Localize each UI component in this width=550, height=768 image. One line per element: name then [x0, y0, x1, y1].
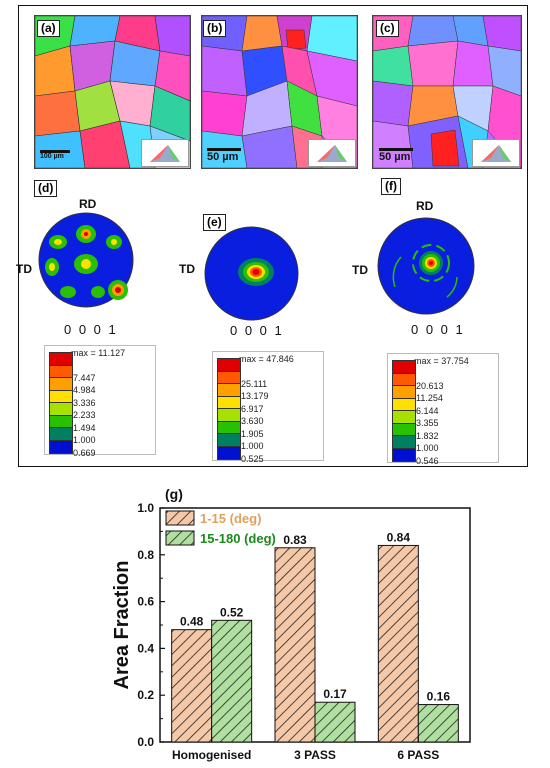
bar: [274, 547, 316, 743]
hkl-label-d: 0 0 0 1: [64, 322, 118, 337]
hkl-label-e: 0 0 0 1: [230, 323, 284, 338]
scale-bar-c: [379, 148, 413, 151]
legend-swatch: [165, 530, 195, 546]
legend-level-label: 7.447: [73, 372, 96, 383]
panel-tag-d: (d): [34, 180, 58, 197]
color-legend-d: max = 11.127 7.447 4.984 3.336 2.233 1.494 1.0…: [44, 345, 156, 458]
panel-tag-f: (f): [381, 178, 401, 195]
bar-value-label: 0.17: [323, 687, 347, 701]
td-label-f: TD: [352, 263, 368, 277]
legend-level-label: 6.144: [416, 405, 439, 416]
bar: [314, 701, 356, 743]
legend-swatch: [217, 445, 241, 460]
td-label-e: TD: [179, 262, 195, 276]
x-tick-label: 6 PASS: [397, 748, 439, 762]
legend-swatch: [165, 510, 195, 526]
x-tick-label: Homogenised: [172, 748, 251, 762]
rd-label-d: RD: [79, 197, 97, 211]
legend-level-label: 1.832: [416, 430, 439, 441]
legend-level-label: 20.613: [416, 380, 444, 391]
bar: [211, 619, 253, 743]
ipf-color-key-a: [141, 139, 189, 167]
legend-entry: 1-15 (deg): [200, 511, 261, 526]
pole-figure-d: [38, 212, 134, 308]
scale-label-a: 100 µm: [40, 153, 64, 160]
scale-bar-a: [40, 150, 70, 153]
legend-max-label: max = 11.127: [71, 348, 126, 358]
legend-level-label: 11.254: [416, 393, 443, 403]
bar-value-label: 0.52: [220, 605, 244, 619]
legend-swatch: [392, 447, 416, 462]
y-tick-label: 0.4: [137, 641, 154, 655]
legend-level-label: 13.179: [241, 391, 269, 401]
legend-level-label: 0.669: [73, 447, 96, 458]
legend-level-label: 1.000: [73, 435, 96, 445]
y-tick-label: 0.2: [137, 688, 154, 702]
panel-tag-a: (a): [37, 20, 60, 37]
x-tick-label: 3 PASS: [294, 748, 336, 762]
legend-level-label: 3.336: [73, 397, 96, 408]
legend-level-label: 25.111: [241, 378, 268, 389]
bar-value-label: 0.84: [387, 530, 411, 544]
legend-max-label: max = 37.754: [414, 356, 469, 366]
panel-tag-c: (c): [376, 20, 399, 37]
legend-level-label: 3.630: [241, 416, 264, 426]
ebsd-map-b: [201, 15, 358, 169]
legend-level-label: 1.494: [73, 422, 96, 433]
scale-label-c: 50 µm: [379, 151, 411, 163]
grain-map-b: [202, 16, 357, 168]
rd-label-f: RD: [416, 199, 434, 213]
ipf-color-key-b: [308, 139, 356, 167]
legend-level-label: 4.984: [73, 385, 96, 395]
legend-level-label: 3.355: [416, 418, 439, 428]
legend-max-label: max = 47.846: [239, 354, 294, 364]
bar-value-label: 0.48: [180, 615, 204, 629]
hkl-label-f: 0 0 0 1: [411, 322, 465, 337]
legend-level-label: 0.546: [416, 455, 439, 466]
legend-level-label: 1.000: [416, 443, 439, 453]
panel-tag-e: (e): [203, 214, 226, 231]
scale-label-b: 50 µm: [207, 151, 239, 163]
figure-frame: [18, 5, 528, 467]
color-legend-e: max = 47.846 25.111 13.179 6.917 3.630 1.905 1…: [212, 351, 324, 464]
legend-swatch: [49, 439, 73, 454]
y-tick-label: 0.0: [137, 735, 154, 749]
ipf-color-key-c: [472, 139, 520, 167]
y-axis-label: Area Fraction: [111, 561, 133, 690]
legend-level-label: 6.917: [241, 403, 264, 414]
y-tick-label: 0.8: [137, 548, 154, 562]
bar: [171, 629, 213, 743]
y-tick-label: 0.6: [137, 595, 154, 609]
area-fraction-bar-chart: 0.0 0.2 0.4 0.6 0.8 1.0 Area Fraction (g) 0.48 0.…: [111, 486, 471, 762]
scale-bar-b: [207, 148, 241, 151]
pole-figure-f: [377, 217, 475, 315]
bar-value-label: 0.83: [283, 533, 307, 547]
legend-level-label: 0.525: [241, 453, 264, 464]
bar: [417, 704, 459, 743]
legend-level-label: 2.233: [73, 410, 96, 420]
bar-value-label: 0.16: [427, 690, 451, 704]
pole-figure-e: [204, 226, 299, 321]
legend-level-label: 1.905: [241, 428, 264, 439]
panel-tag-g: (g): [165, 486, 183, 502]
panel-tag-b: (b): [203, 20, 227, 37]
legend-entry: 15-180 (deg): [200, 531, 276, 546]
bar: [377, 544, 419, 743]
legend-level-label: 1.000: [241, 441, 264, 451]
y-tick-label: 1.0: [137, 501, 154, 515]
color-legend-f: max = 37.754 20.613 11.254 6.144 3.355 1.832 1…: [387, 353, 499, 466]
td-label-d: TD: [16, 262, 32, 276]
